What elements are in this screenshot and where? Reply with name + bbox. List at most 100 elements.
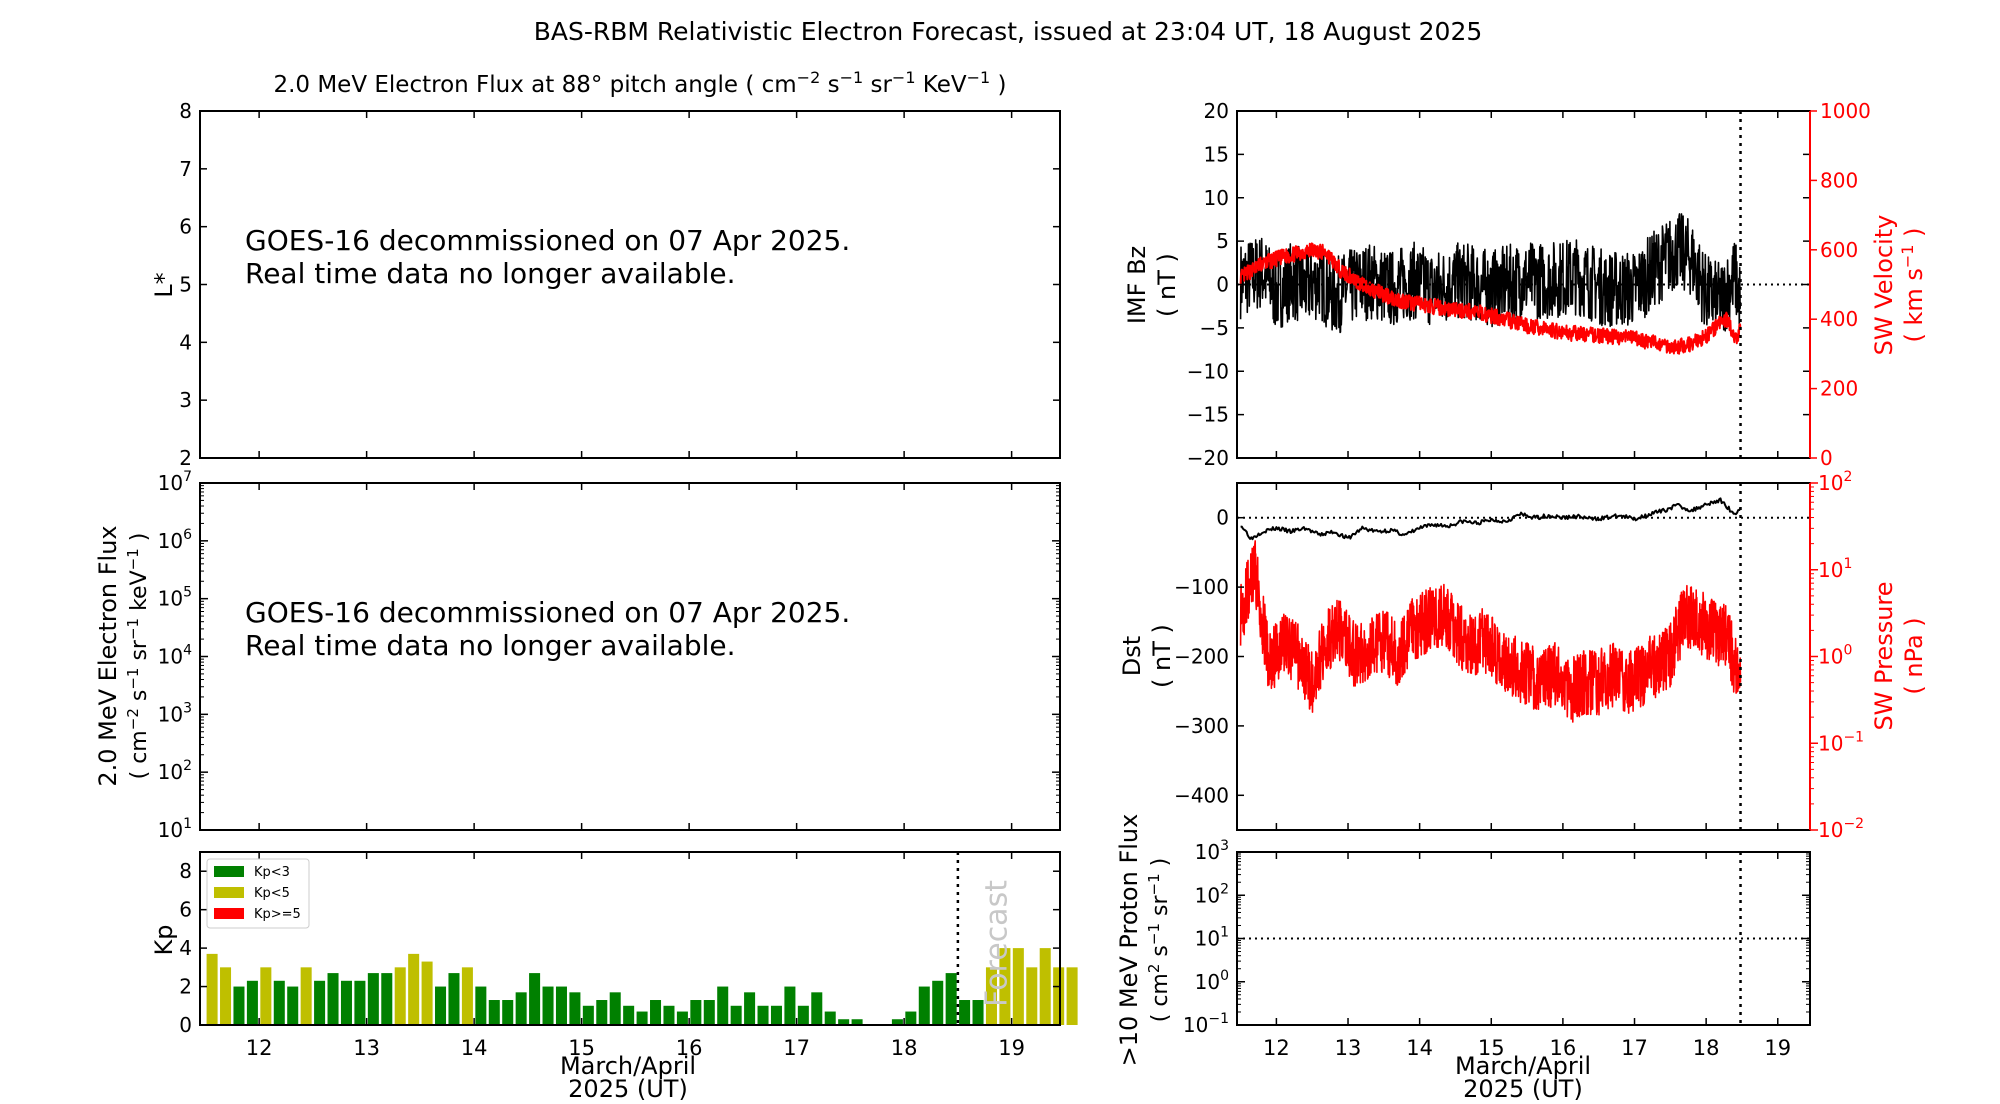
- kp-bar: [945, 973, 957, 1025]
- proton-ylabel-unit: ( cm2 s−1 sr−1 ): [1145, 858, 1173, 1022]
- kp-bar: [797, 1005, 809, 1025]
- kp-bar: [260, 967, 272, 1025]
- imf-rytick-label: 800: [1820, 168, 1858, 192]
- kp-bar: [838, 1019, 850, 1025]
- proton-ytick-label: 10−1: [1183, 1011, 1229, 1037]
- kp-xtick-label: 12: [246, 1036, 273, 1060]
- kp-bar: [676, 1011, 688, 1025]
- kp-bar: [1026, 967, 1038, 1025]
- proton-xlabel-line1: March/April: [1455, 1052, 1591, 1080]
- kp-bar: [233, 986, 245, 1025]
- kp-ytick-label: 0: [179, 1013, 192, 1037]
- kp-bar: [663, 1005, 675, 1025]
- imf-rytick-label: 600: [1820, 238, 1858, 262]
- kp-bar: [555, 986, 567, 1025]
- kp-ytick-label: 6: [179, 898, 192, 922]
- kp-bar: [650, 1000, 662, 1025]
- dst-rytick-label: 102: [1818, 469, 1852, 495]
- lstar-panel: 2.0 MeV Electron Flux at 88° pitch angle…: [150, 68, 1061, 470]
- lstar-message-line1: GOES-16 decommissioned on 07 Apr 2025.: [245, 224, 850, 257]
- eflux-ylabel-unit: ( cm−2 s−1 sr−1 keV−1 ): [124, 533, 152, 780]
- kp-legend-swatch-high: [214, 908, 244, 919]
- kp-bar: [932, 980, 944, 1025]
- eflux-message-line2: Real time data no longer available.: [245, 629, 736, 662]
- eflux-ylabel: 2.0 MeV Electron Flux: [94, 525, 122, 786]
- kp-bar: [515, 992, 527, 1025]
- kp-xtick-label: 17: [783, 1036, 810, 1060]
- kp-ytick-label: 4: [179, 936, 192, 960]
- proton-ytick-label: 103: [1195, 838, 1229, 864]
- eflux-ytick-label: 101: [158, 816, 192, 842]
- kp-bar: [475, 986, 487, 1025]
- kp-bar: [381, 973, 393, 1025]
- kp-bar: [770, 1005, 782, 1025]
- kp-bar: [220, 967, 232, 1025]
- kp-bar: [1039, 948, 1051, 1025]
- kp-bar: [1053, 967, 1065, 1025]
- kp-ytick-label: 8: [179, 859, 192, 883]
- eflux-ytick-label: 107: [158, 469, 192, 495]
- kp-bar: [206, 953, 218, 1025]
- kp-bar: [367, 973, 379, 1025]
- imf-ytick-label: 5: [1216, 229, 1229, 253]
- lstar-message-line2: Real time data no longer available.: [245, 257, 736, 290]
- dst-ytick-label: −300: [1174, 714, 1229, 738]
- lstar-ytick-label: 6: [179, 215, 192, 239]
- lstar-ytick-label: 8: [179, 99, 192, 123]
- proton-ytick-label: 100: [1195, 968, 1229, 994]
- proton-xtick-label: 12: [1263, 1036, 1290, 1060]
- kp-bar: [246, 980, 258, 1025]
- imf-ytick-label: 20: [1204, 99, 1229, 123]
- imf-ylabel-line2: ( nT ): [1153, 253, 1181, 317]
- kp-xtick-label: 13: [353, 1036, 380, 1060]
- kp-bar: [287, 986, 299, 1025]
- figure-title: BAS-RBM Relativistic Electron Forecast, …: [534, 17, 1483, 46]
- kp-xtick-label: 14: [461, 1036, 488, 1060]
- proton-xlabel-line2: 2025 (UT): [1463, 1075, 1583, 1100]
- kp-bar: [784, 986, 796, 1025]
- kp-bar: [596, 1000, 608, 1025]
- dst-ylabel-line1: Dst: [1118, 636, 1146, 676]
- kp-xtick-label: 19: [998, 1036, 1025, 1060]
- kp-xtick-label: 15: [568, 1036, 595, 1060]
- sw-pressure-line: [1239, 540, 1742, 723]
- kp-bar: [354, 980, 366, 1025]
- kp-bar: [1012, 948, 1024, 1025]
- kp-xlabel-line2: 2025 (UT): [568, 1075, 688, 1100]
- kp-bar: [690, 1000, 702, 1025]
- imf-ytick-label: 15: [1204, 142, 1229, 166]
- proton-ytick-label: 101: [1195, 925, 1229, 951]
- kp-bar: [542, 986, 554, 1025]
- kp-bar: [569, 992, 581, 1025]
- proton-xtick-label: 17: [1621, 1036, 1648, 1060]
- kp-bar: [529, 973, 541, 1025]
- kp-bar: [824, 1011, 836, 1025]
- kp-bar: [757, 1005, 769, 1025]
- kp-bar: [891, 1019, 903, 1025]
- kp-bar: [959, 1000, 971, 1025]
- imf-ytick-label: 10: [1204, 186, 1229, 210]
- dst-rytick-label: 10−2: [1818, 816, 1864, 842]
- imf-ylabel-line1: IMF Bz: [1123, 246, 1151, 324]
- kp-bar: [327, 973, 339, 1025]
- kp-bar: [811, 992, 823, 1025]
- sw-velocity-line: [1239, 242, 1742, 355]
- lstar-ytick-label: 7: [179, 157, 192, 181]
- kp-bar: [408, 953, 420, 1025]
- proton-xtick-label: 16: [1550, 1036, 1577, 1060]
- kp-plot-area: [199, 851, 1061, 1026]
- kp-xlabel-line1: March/April: [560, 1052, 696, 1080]
- imf-rytick-label: 1000: [1820, 99, 1871, 123]
- kp-bar: [273, 980, 285, 1025]
- dst-ytick-label: −400: [1174, 783, 1229, 807]
- eflux-ytick-label: 104: [158, 643, 192, 669]
- dst-ytick-label: −100: [1174, 575, 1229, 599]
- imf-ytick-label: −15: [1187, 403, 1229, 427]
- kp-xtick-label: 16: [676, 1036, 703, 1060]
- dst-rytick-label: 101: [1818, 556, 1852, 582]
- kp-bar: [730, 1005, 742, 1025]
- kp-bar: [488, 1000, 500, 1025]
- kp-bar: [744, 992, 756, 1025]
- eflux-ytick-label: 102: [158, 758, 192, 784]
